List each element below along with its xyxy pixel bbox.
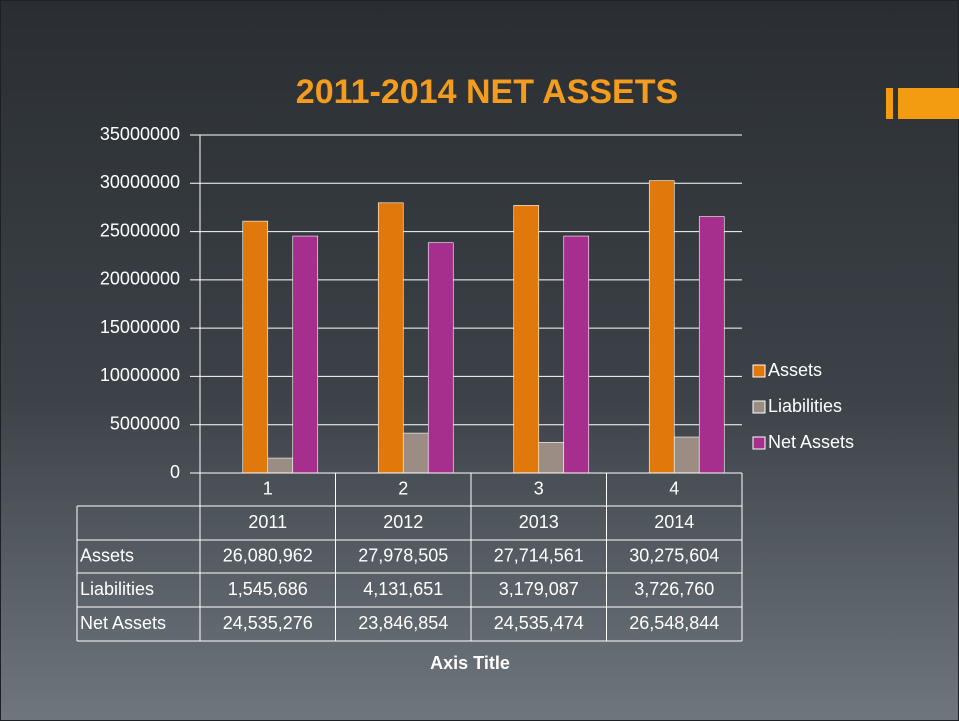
x-axis-title: Axis Title xyxy=(430,653,510,673)
legend-label: Net Assets xyxy=(768,432,854,452)
table-row-label: Net Assets xyxy=(80,613,166,633)
x-tick-label: 1 xyxy=(263,478,273,498)
table-cell: 2012 xyxy=(383,512,423,532)
y-tick-label: 20000000 xyxy=(100,269,180,289)
legend-label: Assets xyxy=(768,360,822,380)
accent-block xyxy=(898,88,959,119)
x-tick-label: 3 xyxy=(534,478,544,498)
y-tick-label: 25000000 xyxy=(100,220,180,240)
accent-bar xyxy=(886,88,893,119)
y-tick-label: 10000000 xyxy=(100,365,180,385)
legend-swatch xyxy=(752,400,766,414)
y-tick-label: 5000000 xyxy=(110,413,180,433)
table-row-label: Assets xyxy=(80,545,134,565)
table-cell: 27,714,561 xyxy=(494,545,584,565)
table-cell: 2011 xyxy=(248,512,287,532)
bar xyxy=(538,441,565,474)
y-tick-label: 35000000 xyxy=(100,124,180,144)
table-cell: 3,179,087 xyxy=(499,579,579,599)
legend-label: Liabilities xyxy=(768,396,842,416)
y-tick-label: 30000000 xyxy=(100,172,180,192)
bar xyxy=(698,216,725,474)
bar xyxy=(673,436,700,474)
x-tick-label: 4 xyxy=(669,478,679,498)
table-cell: 24,535,276 xyxy=(223,613,313,633)
bar xyxy=(563,235,590,474)
chart-title: 2011-2014 NET ASSETS xyxy=(296,73,678,111)
bar xyxy=(267,457,294,474)
table-cell: 2013 xyxy=(519,512,559,532)
bar xyxy=(242,220,269,474)
bar xyxy=(377,202,404,474)
legend-swatch xyxy=(752,436,766,450)
table-cell: 27,978,505 xyxy=(358,545,448,565)
bar xyxy=(513,205,540,474)
x-tick-label: 2 xyxy=(398,478,408,498)
table-cell: 23,846,854 xyxy=(358,613,448,633)
table-cell: 2014 xyxy=(654,512,694,532)
table-cell: 4,131,651 xyxy=(363,579,443,599)
table-cell: 26,548,844 xyxy=(629,613,719,633)
y-tick-label: 0 xyxy=(170,462,180,482)
table-cell: 30,275,604 xyxy=(629,545,719,565)
table-cell: 26,080,962 xyxy=(223,545,313,565)
table-cell: 1,545,686 xyxy=(228,579,308,599)
y-tick-label: 15000000 xyxy=(100,317,180,337)
bar xyxy=(292,235,319,474)
bar xyxy=(648,180,675,474)
legend-swatch xyxy=(752,364,766,378)
table-cell: 3,726,760 xyxy=(634,579,714,599)
table-cell: 24,535,474 xyxy=(494,613,584,633)
bar xyxy=(427,242,454,474)
bar xyxy=(402,432,429,474)
table-row-label: Liabilities xyxy=(80,579,154,599)
